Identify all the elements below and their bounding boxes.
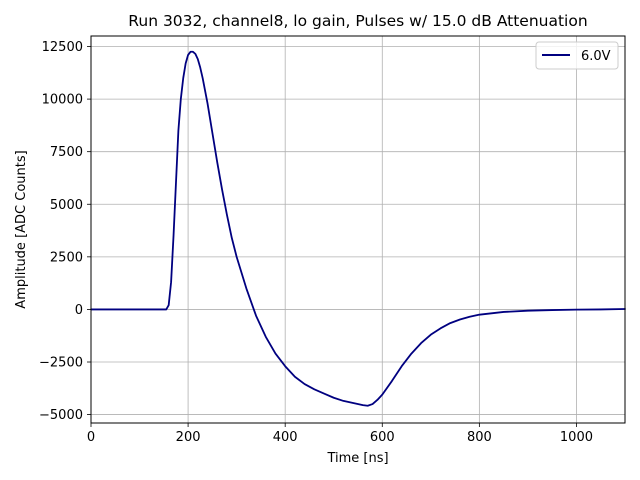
y-tick-label: −2500 (39, 356, 83, 371)
series-line (90, 50, 626, 407)
plot-frame (90, 35, 626, 424)
y-tick-label: −5000 (39, 408, 83, 423)
y-tick-label: 5000 (50, 198, 83, 213)
y-tick-label: 12500 (42, 40, 83, 55)
legend-box (535, 41, 619, 70)
x-axis: 0 200 400 600 800 1000 (87, 423, 593, 445)
x-tick-label: 1000 (560, 430, 593, 445)
plot-area (91, 36, 625, 423)
chart-title: Run 3032, channel8, lo gain, Pulses w/ 1… (128, 12, 587, 30)
x-tick-label: 0 (87, 430, 95, 445)
grid-lines (90, 36, 625, 423)
y-axis-label: Amplitude [ADC Counts] (14, 150, 29, 308)
x-tick-label: 600 (370, 430, 395, 445)
x-axis-label: Time [ns] (326, 451, 388, 466)
series-layer (90, 50, 626, 407)
x-tick-label: 400 (273, 430, 298, 445)
y-tick-label: 7500 (50, 145, 83, 160)
y-axis: −5000 −2500 0 2500 5000 7500 10000 12500 (39, 40, 91, 423)
y-tick-label: 10000 (42, 93, 83, 108)
x-tick-label: 800 (467, 430, 492, 445)
legend: 6.0V (535, 41, 619, 70)
y-tick-label: 0 (75, 303, 83, 318)
x-tick-label: 200 (176, 430, 201, 445)
y-tick-label: 2500 (50, 250, 83, 265)
legend-label: 6.0V (581, 49, 611, 64)
